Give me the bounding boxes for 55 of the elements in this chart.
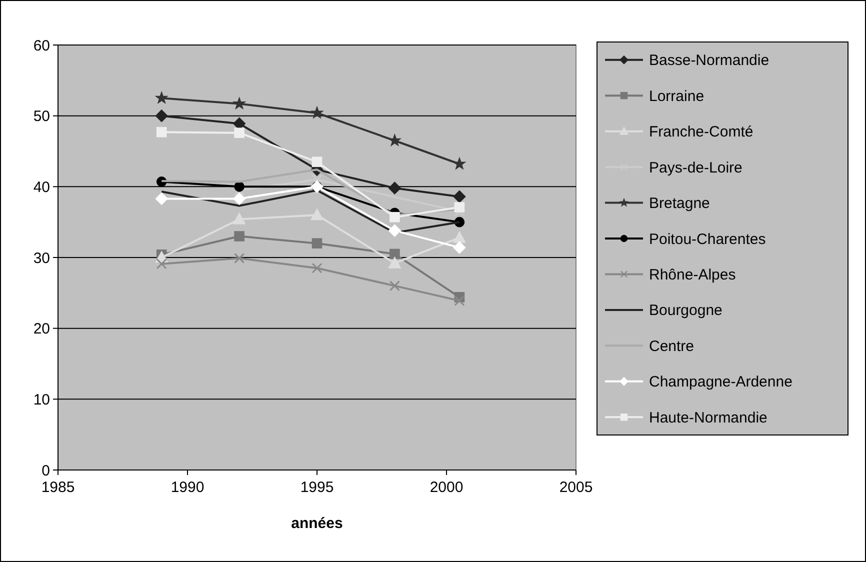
legend-label: Haute-Normandie <box>649 409 768 426</box>
point <box>155 192 168 205</box>
point <box>233 192 246 205</box>
y-tick-label: 50 <box>33 108 50 126</box>
legend-label: Bretagne <box>649 195 710 212</box>
legend-label: Pays-de-Loire <box>649 159 742 176</box>
point <box>234 182 244 192</box>
x-tick-label: 1995 <box>300 479 334 496</box>
point <box>453 241 466 254</box>
y-tick-label: 30 <box>33 250 50 267</box>
point <box>453 158 466 170</box>
point <box>233 97 246 110</box>
point <box>388 134 401 146</box>
legend-label: Rhône-Alpes <box>649 266 736 284</box>
point <box>388 257 401 268</box>
point <box>234 231 244 242</box>
x-tick-label: 1985 <box>41 479 75 496</box>
point <box>390 212 400 222</box>
point <box>453 232 466 243</box>
legend-label: Poitou-Charentes <box>649 230 766 248</box>
point <box>312 262 322 274</box>
y-tick-label: 40 <box>33 178 50 196</box>
point <box>310 208 324 220</box>
legend-label: Centre <box>649 338 694 355</box>
y-tick-label: 60 <box>33 37 50 54</box>
point <box>155 92 168 104</box>
legend-label: Basse-Normandie <box>649 52 770 70</box>
point <box>312 238 322 248</box>
point <box>234 128 244 138</box>
point <box>310 106 324 118</box>
y-tick-label: 10 <box>33 391 50 408</box>
x-tick-label: 2000 <box>430 479 464 496</box>
y-tick-label: 0 <box>42 462 50 480</box>
x-tick-label: 2005 <box>559 479 593 496</box>
x-tick-label: 1990 <box>170 479 204 496</box>
point <box>312 156 322 168</box>
point <box>234 252 245 264</box>
point <box>390 248 400 260</box>
point <box>454 295 465 306</box>
point <box>388 182 401 194</box>
point <box>156 258 167 270</box>
point <box>388 224 401 237</box>
legend-label: Franche-Comté <box>649 124 754 141</box>
point <box>155 110 168 122</box>
point <box>389 280 400 292</box>
x-axis-title: années <box>291 515 343 532</box>
legend-label: Bourgogne <box>649 302 722 320</box>
point <box>312 174 322 185</box>
point <box>156 126 167 138</box>
point <box>233 213 246 224</box>
point <box>454 202 465 212</box>
legend-label: Champagne-Ardenne <box>649 374 792 391</box>
legend-label: Lorraine <box>649 88 704 105</box>
y-tick-label: 20 <box>33 320 50 338</box>
point <box>453 190 466 203</box>
